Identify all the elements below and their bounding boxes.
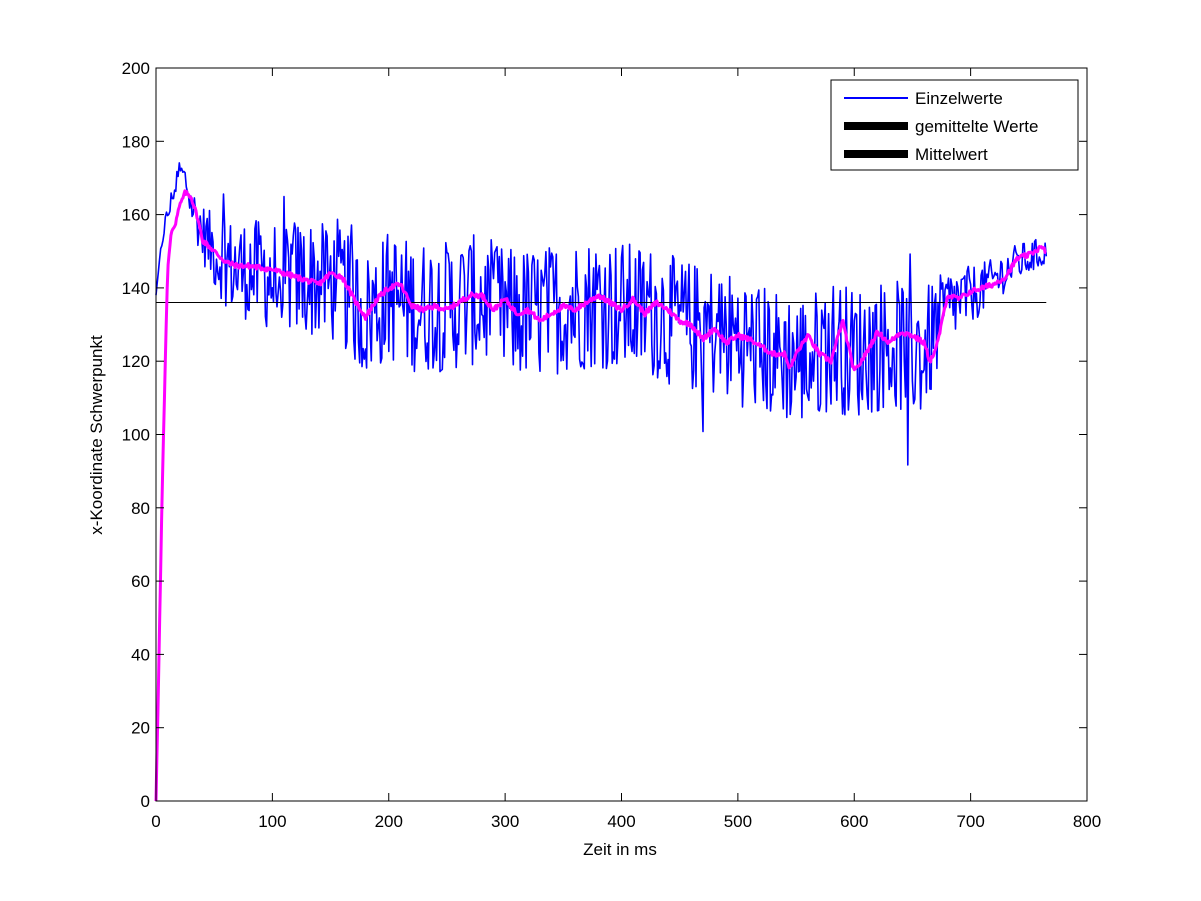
x-tick-label: 200 — [375, 812, 403, 831]
series-gemittelte-werte — [154, 189, 1047, 802]
legend-label: gemittelte Werte — [915, 117, 1038, 136]
x-tick-label: 400 — [607, 812, 635, 831]
legend-label: Mittelwert — [915, 145, 988, 164]
legend: Einzelwerte gemittelte Werte Mittelwert — [830, 79, 1079, 171]
y-tick-label: 40 — [131, 645, 150, 664]
x-tick-label: 300 — [491, 812, 519, 831]
y-tick-label: 140 — [122, 279, 150, 298]
x-tick-label: 800 — [1073, 812, 1101, 831]
axes: 0 100 200 300 400 500 600 700 800 0 20 40 60 80 100 120… — [122, 59, 1102, 831]
x-tick-label: 100 — [258, 812, 286, 831]
y-tick-label: 200 — [122, 59, 150, 78]
x-tick-label: 0 — [151, 812, 160, 831]
y-tick-label: 20 — [131, 719, 150, 738]
legend-label: Einzelwerte — [915, 89, 1003, 108]
x-tick-label: 700 — [956, 812, 984, 831]
y-tick-label: 160 — [122, 206, 150, 225]
y-axis-title: x-Koordinate Schwerpunkt — [87, 335, 106, 535]
y-tick-label: 180 — [122, 132, 150, 151]
y-tick-label: 80 — [131, 499, 150, 518]
x-axis-title: Zeit in ms — [583, 840, 657, 859]
x-tick-label: 500 — [724, 812, 752, 831]
y-tick-label: 100 — [122, 426, 150, 445]
plot-area — [154, 162, 1048, 802]
x-tick-label: 600 — [840, 812, 868, 831]
y-tick-label: 120 — [122, 352, 150, 371]
y-tick-label: 60 — [131, 572, 150, 591]
y-tick-label: 0 — [141, 792, 150, 811]
